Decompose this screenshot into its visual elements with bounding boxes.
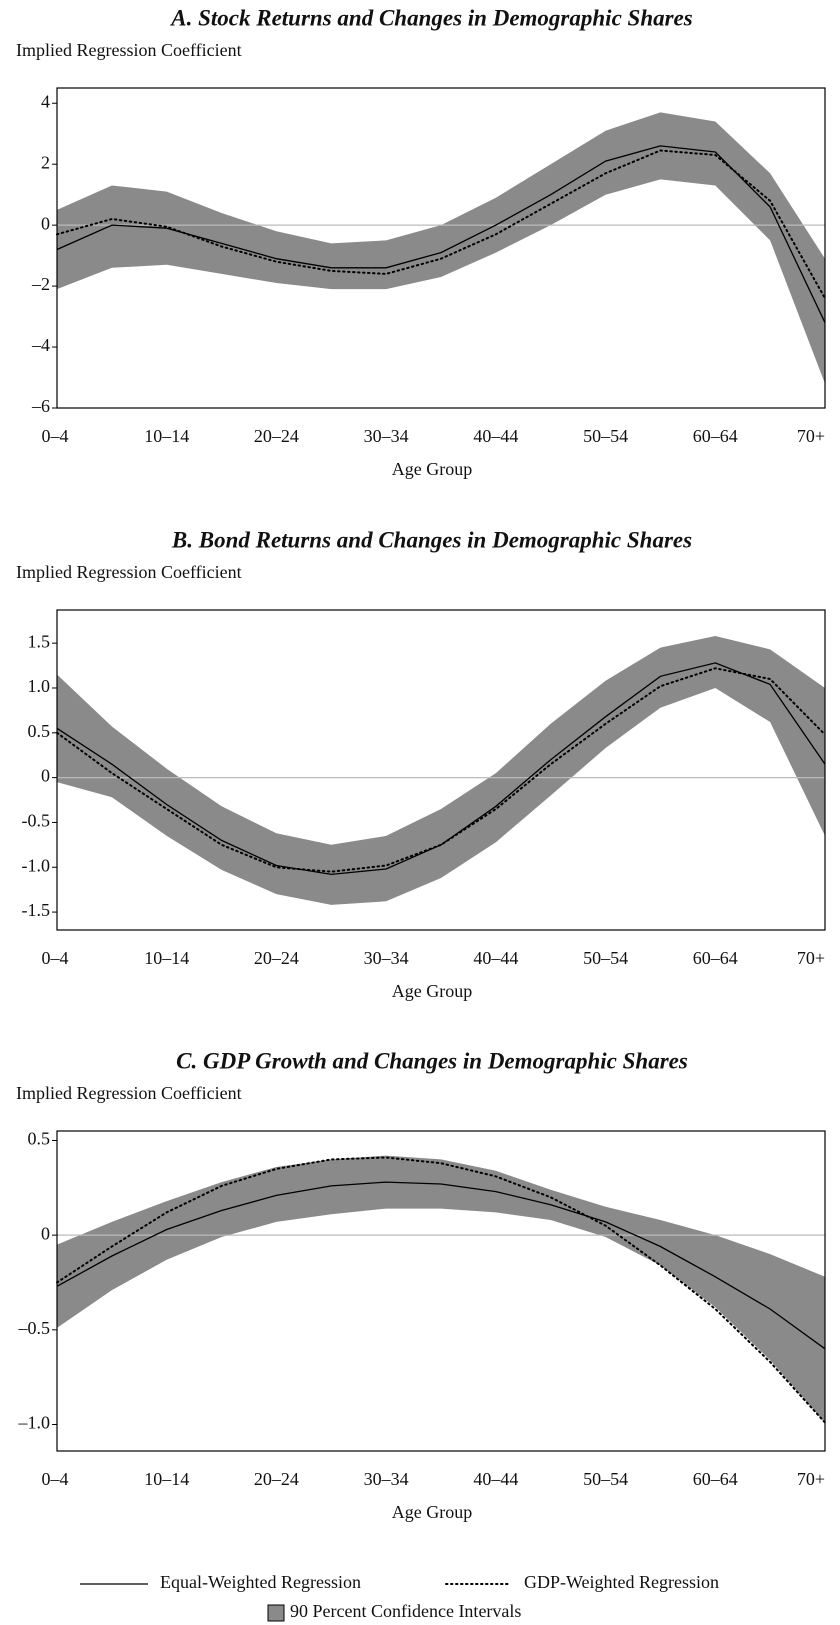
confidence-band (57, 1155, 825, 1423)
x-tick-label: 60–64 (693, 426, 738, 446)
x-axis-label: Age Group (392, 459, 472, 479)
y-tick-label: –2 (31, 274, 50, 294)
y-tick-label: 0.5 (28, 721, 51, 741)
y-tick-label: –0.5 (18, 1318, 51, 1338)
legend-band-swatch (267, 1604, 285, 1622)
x-tick-label: 60–64 (693, 1469, 738, 1489)
x-tick-label: 70+ (797, 1469, 825, 1489)
x-tick-label: 70+ (797, 426, 825, 446)
x-tick-label: 10–14 (144, 1469, 189, 1489)
x-tick-label: 40–44 (473, 426, 518, 446)
x-tick-label: 50–54 (583, 948, 628, 968)
y-tick-label: –4 (31, 335, 50, 355)
y-axis-label: Implied Regression Coefficient (16, 40, 242, 60)
y-tick-label: 4 (41, 91, 50, 111)
x-axis-label: Age Group (392, 981, 472, 1001)
y-tick-label: 1.5 (28, 631, 51, 651)
legend-label: 90 Percent Confidence Intervals (290, 1601, 521, 1621)
y-tick-label: -0.5 (22, 811, 51, 831)
y-tick-label: 0 (41, 766, 50, 786)
x-axis-label: Age Group (392, 1502, 472, 1522)
y-tick-label: –1.0 (18, 1413, 51, 1433)
y-tick-label: –6 (31, 396, 50, 416)
chart-title: C. GDP Growth and Changes in Demographic… (176, 1048, 688, 1073)
x-tick-label: 20–24 (254, 426, 299, 446)
confidence-band (57, 112, 825, 384)
x-tick-label: 40–44 (473, 948, 518, 968)
gdp-weighted-line (56, 149, 826, 300)
x-tick-label: 0–4 (42, 1469, 69, 1489)
y-tick-label: 0 (41, 1223, 50, 1243)
plot-frame (56, 87, 826, 409)
x-tick-label: 30–34 (364, 426, 409, 446)
x-tick-label: 20–24 (254, 1469, 299, 1489)
plot-frame (56, 1130, 826, 1452)
x-tick-label: 60–64 (693, 948, 738, 968)
x-tick-label: 0–4 (42, 948, 69, 968)
x-tick-label: 50–54 (583, 426, 628, 446)
confidence-band (57, 636, 825, 905)
x-tick-label: 40–44 (473, 1469, 518, 1489)
y-tick-label: -1.5 (22, 900, 51, 920)
x-tick-label: 20–24 (254, 948, 299, 968)
y-tick-label: 0.5 (28, 1129, 51, 1149)
x-tick-label: 0–4 (42, 426, 69, 446)
legend-label: Equal-Weighted Regression (160, 1572, 361, 1592)
y-tick-label: 0 (41, 213, 50, 233)
chart-title: B. Bond Returns and Changes in Demograph… (171, 527, 692, 552)
y-tick-label: -1.0 (22, 855, 51, 875)
plot-frame (56, 609, 826, 931)
y-axis-label: Implied Regression Coefficient (16, 562, 242, 582)
x-tick-label: 30–34 (364, 1469, 409, 1489)
y-tick-label: 1.0 (28, 676, 51, 696)
gdp-weighted-line (56, 667, 826, 873)
chart-title: A. Stock Returns and Changes in Demograp… (169, 5, 693, 30)
x-tick-label: 10–14 (144, 426, 189, 446)
y-axis-label: Implied Regression Coefficient (16, 1083, 242, 1103)
x-tick-label: 10–14 (144, 948, 189, 968)
x-tick-label: 50–54 (583, 1469, 628, 1489)
y-tick-label: 2 (41, 152, 50, 172)
gdp-weighted-line (56, 1156, 826, 1424)
x-tick-label: 30–34 (364, 948, 409, 968)
legend-label: GDP-Weighted Regression (524, 1572, 719, 1592)
equal-weighted-line (56, 1181, 826, 1350)
x-tick-label: 70+ (797, 948, 825, 968)
